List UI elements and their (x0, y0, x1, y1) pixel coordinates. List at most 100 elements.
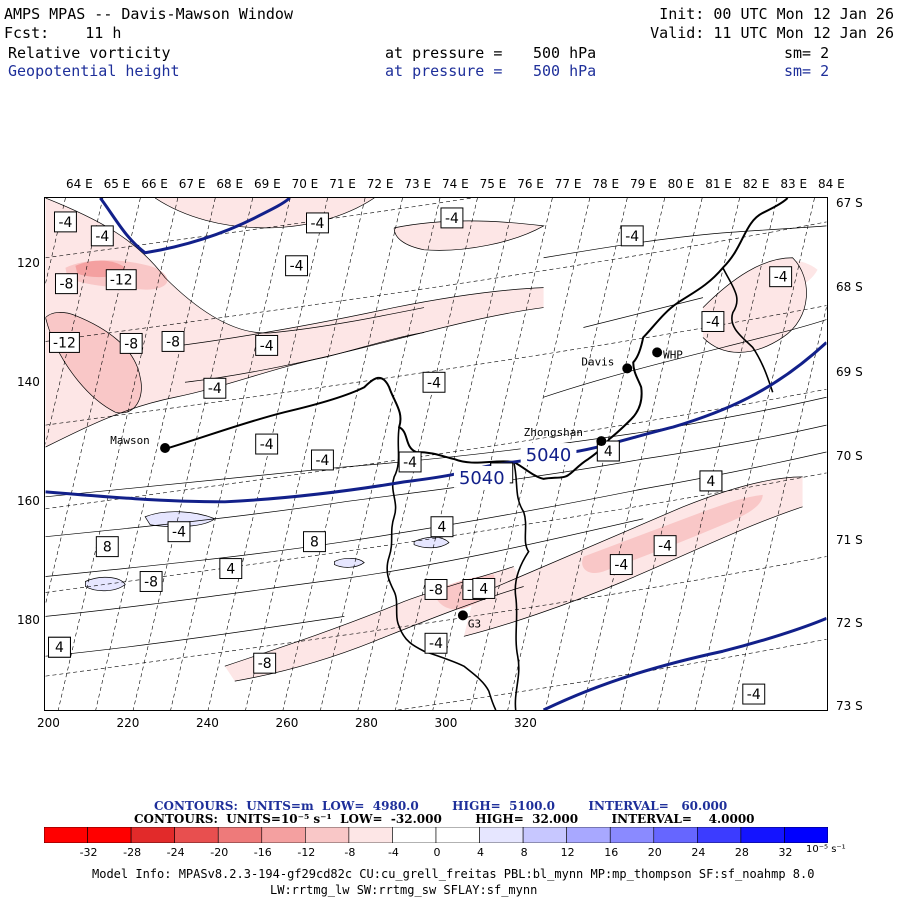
vorticity-label-box (472, 578, 496, 599)
station-g3: G3 (457, 610, 481, 630)
shade-pos-mid (165, 287, 544, 383)
height-label-text: 5040 (526, 445, 572, 466)
vorticity-label: 4 (48, 636, 71, 658)
colorbar-tick-label: 28 (734, 846, 749, 859)
vorticity-label-text: -8 (258, 656, 272, 672)
vorticity-label-text: -4 (208, 381, 222, 397)
vorticity-label-box (139, 571, 163, 592)
meridian-line (395, 198, 516, 710)
grid-tick-label: 280 (355, 716, 378, 730)
vorticity-label-text: -4 (429, 636, 443, 652)
vorticity-label: -4 (255, 334, 279, 356)
vorticity-label-text: -12 (53, 335, 76, 351)
vorticity-contour-info: CONTOURS: UNITS=10⁻⁵ s⁻¹ LOW= -32.000 HI… (134, 812, 755, 826)
vorticity-label-text: -8 (144, 574, 158, 590)
meridian-line (469, 198, 591, 710)
colorbar-tick-label: 12 (560, 846, 575, 859)
vorticity-label-box (620, 225, 644, 247)
vorticity-label: -12 (105, 269, 137, 291)
field2-smoothing: sm= 2 (784, 62, 830, 80)
height-label-bg (520, 443, 577, 465)
grid-tick-label: 220 (116, 716, 140, 730)
lat-tick-label: 69 S (836, 365, 863, 379)
station-whp: WHP (652, 347, 683, 361)
lon-tick-label: 81 E (705, 177, 732, 191)
vorticity-label-box (430, 516, 454, 538)
vorticity-label-text: 4 (604, 444, 613, 460)
station-label: Davis (581, 355, 614, 368)
station-dot (652, 347, 663, 358)
meridian-line (170, 198, 291, 710)
colorbar-segment (305, 827, 350, 843)
lon-tick-label: 75 E (479, 177, 507, 191)
vorticity-label-text: -12 (110, 273, 133, 289)
vorticity-label-box (90, 225, 114, 247)
station-davis: Davis (581, 355, 633, 374)
colorbar-tick-label: -24 (166, 846, 185, 859)
shade-neg-4 (414, 537, 449, 548)
meridian-line (132, 198, 254, 710)
vorticity-label: -4 (620, 225, 644, 247)
colorbar-tick-label: -32 (79, 846, 98, 859)
station-label: Zhongshan (524, 426, 583, 439)
parallel-line (45, 305, 827, 426)
vorticity-label-box (54, 273, 78, 295)
vorticity-label-text: 8 (310, 535, 319, 551)
vorticity-label-box (119, 332, 143, 354)
grid-tick-label: 300 (434, 716, 458, 730)
colorbar-tick-label: 20 (647, 846, 662, 859)
vorticity-label: 4 (472, 578, 496, 599)
coastline (164, 198, 789, 480)
grid-tick-label: 260 (275, 716, 299, 730)
field2-pressure: 500 hPa (533, 62, 597, 80)
lon-tick-label: 84 E (818, 177, 845, 191)
vorticity-label-text: -4 (315, 453, 329, 469)
colorbar-segment (217, 827, 263, 843)
vorticity-label: -4 (653, 535, 677, 557)
meridian-line (245, 198, 366, 710)
lon-tick-label: 78 E (592, 177, 620, 191)
vorticity-label: -8 (161, 330, 185, 352)
meridian-line (544, 198, 665, 710)
vorticity-label-box (49, 331, 80, 353)
colorbar-tick-label: 24 (691, 846, 706, 859)
vorticity-label-box (306, 212, 329, 234)
vorticity-label-box (48, 636, 71, 658)
vorticity-label: -8 (424, 579, 448, 600)
lon-tick-label: 64 E (66, 177, 93, 191)
vorticity-label: -12 (49, 331, 80, 353)
vorticity-label-box (701, 311, 725, 332)
grid-tick-label: 320 (514, 716, 537, 730)
vorticity-label: -4 (167, 521, 191, 543)
colorbar-tick-label: -12 (297, 846, 316, 859)
vorticity-label: -8 (253, 652, 277, 674)
colorbar-tick-label: 0 (433, 846, 441, 859)
vorticity-label-box (105, 269, 137, 291)
lat-tick-label: 73 S (836, 699, 863, 713)
vorticity-label: -4 (398, 451, 422, 473)
init-time: Init: 00 UTC Mon 12 Jan 26 (659, 5, 894, 23)
lat-tick-label: 72 S (836, 616, 863, 630)
vorticity-label-text: -8 (124, 336, 138, 352)
station-dot (596, 436, 607, 447)
vorticity-label-text: 4 (226, 562, 235, 578)
vorticity-label-text: -4 (260, 338, 274, 354)
vorticity-label-box (255, 334, 279, 356)
meridian-line (95, 198, 216, 710)
lon-tick-label: 74 E (442, 177, 469, 191)
vorticity-label: 4 (699, 470, 723, 492)
lon-tick-label: 70 E (291, 177, 319, 191)
vorticity-label-text: -4 (706, 314, 720, 330)
colorbar-segment (697, 827, 742, 843)
vorticity-label-box (53, 211, 77, 233)
colorbar-tick-label: 4 (477, 846, 485, 859)
vorticity-label: -4 (440, 207, 464, 229)
lat-lon-grid (45, 198, 827, 710)
vorticity-label-box (219, 558, 243, 580)
station-markers: Davis WHP Mawson Zhongshan G3 (110, 347, 683, 630)
meridian-line (432, 198, 553, 710)
lon-tick-label: 77 E (554, 177, 582, 191)
meridian-line (507, 198, 628, 710)
vorticity-shading (45, 198, 818, 682)
station-mawson: Mawson (110, 434, 171, 454)
